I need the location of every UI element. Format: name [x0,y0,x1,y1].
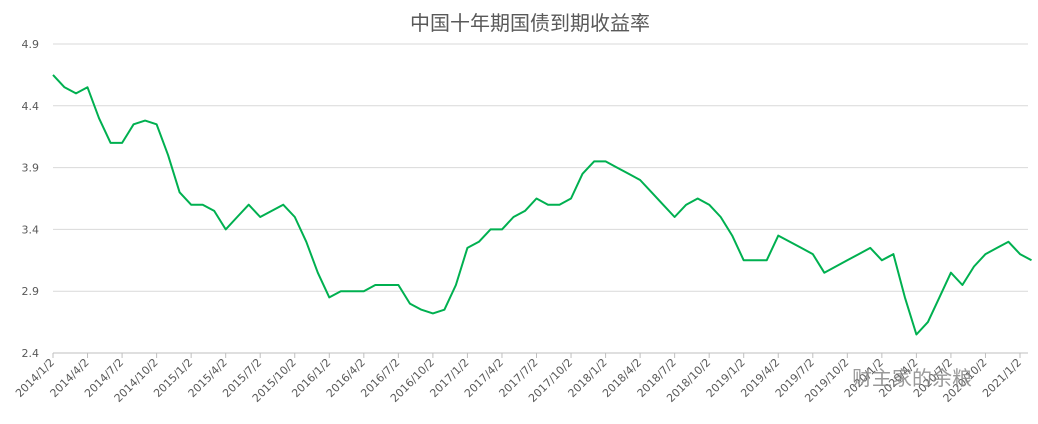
y-tick-label: 2.4 [22,347,40,360]
watermark: 财主家的余粮 [852,366,972,390]
y-tick-label: 3.4 [22,223,40,236]
y-tick-label: 2.9 [22,285,40,298]
y-tick-label: 4.9 [22,38,40,51]
y-tick-label: 3.9 [22,162,40,175]
y-tick-label: 4.4 [22,100,40,113]
line-series [52,74,1032,336]
chart-title: 中国十年期国债到期收益率 [410,11,650,35]
